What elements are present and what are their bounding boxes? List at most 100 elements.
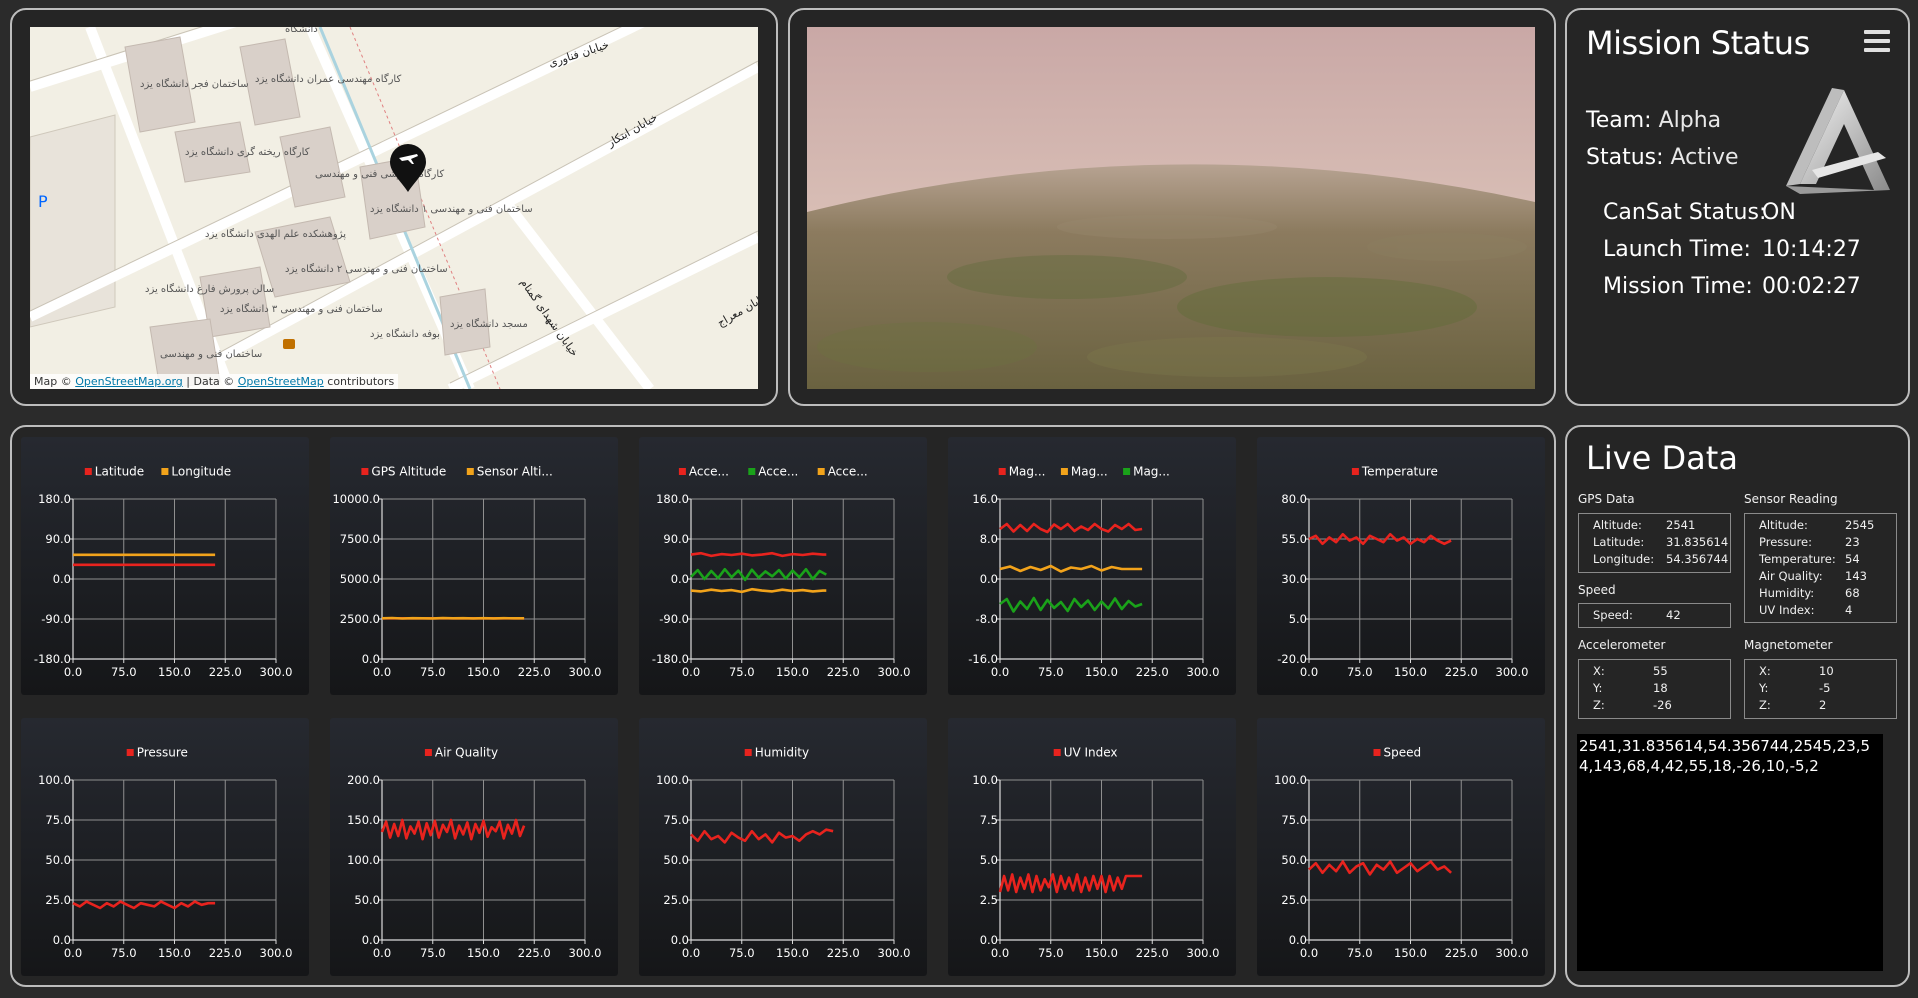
chart-svg: Acce... Acce... Acce... 0.0 75.0 150.0 225.0 30… [652,465,911,680]
chart-svg: GPS Altitude Sensor Alti... 0.0 75.0 150.0 22… [332,465,602,680]
sensor-value: 68 [1845,586,1860,600]
raw-telemetry-console[interactable]: 2541,31.835614,54.356744,2545,23,54,143,… [1577,734,1883,971]
y-tick-label: 25.0 [1281,893,1307,907]
chart-card-latlon: Latitude Longitude 0.0 75.0 150.0 225.0 300.0 1… [21,437,309,695]
live-data-title: Live Data [1586,439,1738,477]
x-tick-label: 75.0 [111,665,137,679]
y-tick-label: 75.0 [663,813,689,827]
accel-value: 18 [1653,681,1668,695]
x-tick-label: 0.0 [373,665,391,679]
legend-label: Humidity [755,746,809,760]
x-tick-label: 0.0 [64,946,82,960]
x-tick-label: 300.0 [260,946,293,960]
y-tick-label: -20.0 [1277,652,1307,666]
map-view[interactable]: ساختمان فجر دانشگاه یزد کارگاه مهندسی عم… [30,27,758,389]
mission-status-panel: Mission Status Team: Alpha Status: Activ… [1565,8,1910,406]
x-tick-label: 150.0 [1085,946,1118,960]
y-tick-label: 25.0 [663,893,689,907]
y-tick-label: 180.0 [38,492,71,506]
y-tick-label: -180.0 [34,652,71,666]
chart-svg: Humidity 0.0 75.0 150.0 225.0 300.0 100.0 75.0 5… [656,746,911,961]
legend-swatch [748,468,756,475]
x-tick-label: 150.0 [158,665,191,679]
y-tick-label: 200.0 [347,773,380,787]
legend-swatch [678,468,686,475]
x-tick-label: 300.0 [1496,946,1529,960]
team-line: Team: Alpha [1586,108,1721,133]
legend-label: UV Index [1064,746,1118,760]
legend-label: Sensor Alti... [477,465,553,479]
legend-label: Temperature [1361,465,1438,479]
legend-swatch [817,468,825,475]
y-tick-label: -8.0 [976,612,998,626]
y-tick-label: 8.0 [980,532,998,546]
sensor-reading-box: Altitude: 2545 Pressure: 23 Temperature:… [1744,513,1897,623]
x-tick-label: 300.0 [878,946,911,960]
status-label: Status: [1586,145,1664,170]
gps-value: 54.356744 [1666,552,1729,566]
speed-label: Speed [1578,583,1616,597]
y-tick-label: 25.0 [45,893,71,907]
x-tick-label: 150.0 [467,665,500,679]
team-label: Team: [1586,108,1652,133]
charts-panel: Latitude Longitude 0.0 75.0 150.0 225.0 300.0 1… [10,425,1556,987]
x-tick-label: 300.0 [569,946,602,960]
sensor-key: Humidity: [1759,586,1815,600]
series-line [72,900,216,910]
y-tick-label: 0.0 [53,572,71,586]
mission-status-title: Mission Status [1586,24,1810,62]
y-tick-label: 0.0 [362,933,380,947]
gps-value: 2541 [1666,518,1696,532]
legend-label: Air Quality [435,746,498,760]
gps-value: 31.835614 [1666,535,1729,549]
chart-card-humidity: Humidity 0.0 75.0 150.0 225.0 300.0 100.0 75.0 5… [639,718,927,976]
y-tick-label: 50.0 [354,893,380,907]
console-scrollbar[interactable] [1883,734,1899,971]
airplane-pin-icon[interactable] [390,144,426,192]
map-label: کارگاه آموزشی فنی و مهندسی [315,167,444,180]
x-tick-label: 300.0 [569,665,602,679]
launch-time-value: 10:14:27 [1762,237,1861,262]
x-tick-label: 225.0 [209,665,242,679]
y-tick-label: -90.0 [659,612,689,626]
x-tick-label: 0.0 [1300,665,1318,679]
chart-svg: Air Quality 0.0 75.0 150.0 225.0 300.0 200.0 15… [347,746,602,961]
sensor-reading-label: Sensor Reading [1744,492,1838,506]
sensor-value: 2545 [1845,518,1875,532]
y-tick-label: 0.0 [980,933,998,947]
mag-value: 10 [1819,664,1834,678]
legend-swatch [361,468,369,475]
map-label: سالن پرورش فارغ دانشگاه یزد [145,283,274,295]
x-tick-label: 300.0 [260,665,293,679]
sensor-value: 54 [1845,552,1860,566]
x-tick-label: 75.0 [729,946,755,960]
x-tick-label: 150.0 [1394,946,1427,960]
series-line [999,596,1143,613]
hamburger-menu-icon[interactable] [1864,30,1890,52]
y-tick-label: 0.0 [671,933,689,947]
buildings [124,36,491,389]
series-line [1308,860,1452,876]
legend-swatch [1373,749,1381,756]
y-tick-label: 50.0 [663,853,689,867]
x-tick-label: 225.0 [518,946,551,960]
chart-svg: Temperature 0.0 75.0 150.0 225.0 300.0 80.0 55.… [1277,465,1528,680]
launch-time-label: Launch Time: [1603,237,1751,262]
y-tick-label: 30.0 [1281,572,1307,586]
osm-link[interactable]: OpenStreetMap [237,375,324,388]
y-tick-label: -90.0 [41,612,71,626]
gps-data-box: Altitude: 2541 Latitude: 31.835614 Longi… [1578,513,1731,573]
osm-org-link[interactable]: OpenStreetMap.org [75,375,183,388]
gps-key: Longitude: [1593,552,1655,566]
y-tick-label: 7.5 [980,813,998,827]
map-attribution: Map © OpenStreetMap.org | Data © OpenStr… [30,374,399,389]
sensor-key: Altitude: [1759,518,1808,532]
map-label: بوفه دانشگاه یزد [370,328,440,340]
chart-card-altitude: GPS Altitude Sensor Alti... 0.0 75.0 150.0 22… [330,437,618,695]
accel-key: Z: [1593,698,1605,712]
accelerometer-label: Accelerometer [1578,638,1666,652]
legend-swatch [161,468,169,475]
x-tick-label: 225.0 [827,946,860,960]
status-line: Status: Active [1586,145,1739,170]
legend-label: Speed [1384,746,1422,760]
